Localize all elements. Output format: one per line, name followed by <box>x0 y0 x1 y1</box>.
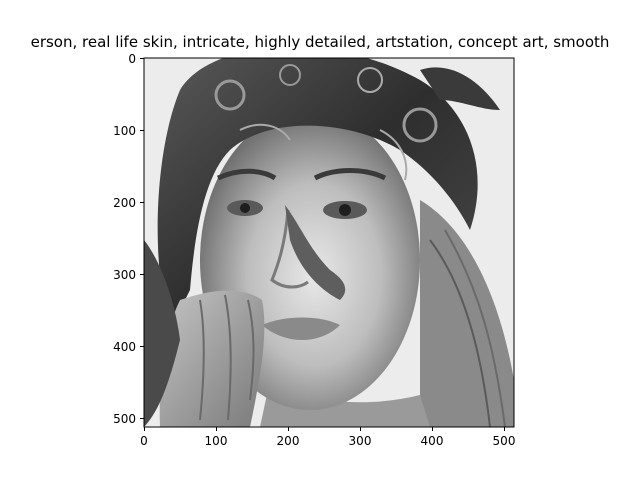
y-tick-label: 300 <box>113 268 136 282</box>
x-tick-label: 500 <box>493 434 516 448</box>
x-tick-label: 100 <box>205 434 228 448</box>
y-tick-label: 100 <box>113 124 136 138</box>
y-tick-label: 0 <box>128 52 136 66</box>
y-tick-label: 200 <box>113 196 136 210</box>
figure-title: erson, real life skin, intricate, highly… <box>30 33 610 51</box>
x-tick-label: 400 <box>421 434 444 448</box>
x-tick-label: 200 <box>277 434 300 448</box>
y-tick-label: 400 <box>113 340 136 354</box>
x-axis: 0 100 200 300 400 500 <box>140 427 515 448</box>
x-tick-label: 0 <box>140 434 148 448</box>
x-tick-label: 300 <box>349 434 372 448</box>
portrait-image <box>144 58 514 427</box>
y-axis: 0 100 200 300 400 500 <box>113 52 144 426</box>
y-tick-label: 500 <box>113 412 136 426</box>
axes-frame <box>143 57 515 428</box>
